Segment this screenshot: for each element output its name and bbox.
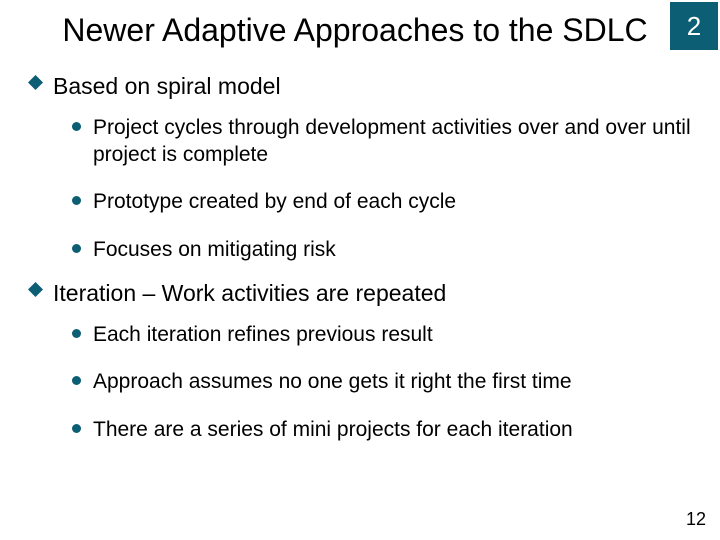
list-item-text: There are a series of mini projects for … <box>93 416 573 443</box>
content: Based on spiral model Project cycles thr… <box>0 58 720 443</box>
dot-bullet-icon <box>72 329 81 338</box>
chapter-badge: 2 <box>670 2 718 50</box>
list-item: Focuses on mitigating risk <box>72 236 692 263</box>
chapter-badge-text: 2 <box>687 11 701 42</box>
diamond-bullet-icon <box>28 75 43 90</box>
list-item: There are a series of mini projects for … <box>72 416 692 443</box>
list-item-text: Each iteration refines previous result <box>93 321 433 348</box>
list-item: Prototype created by end of each cycle <box>72 188 692 215</box>
list-item-text: Prototype created by end of each cycle <box>93 188 456 215</box>
list-item-text: Focuses on mitigating risk <box>93 236 336 263</box>
slide-title: Newer Adaptive Approaches to the SDLC <box>0 0 670 58</box>
sublist: Project cycles through development activ… <box>72 114 692 263</box>
dot-bullet-icon <box>72 122 81 131</box>
header: Newer Adaptive Approaches to the SDLC 2 <box>0 0 720 58</box>
dot-bullet-icon <box>72 244 81 253</box>
slide: Newer Adaptive Approaches to the SDLC 2 … <box>0 0 720 540</box>
list-item: Based on spiral model <box>28 72 692 102</box>
list-item: Approach assumes no one gets it right th… <box>72 368 692 395</box>
sublist: Each iteration refines previous result A… <box>72 321 692 443</box>
list-item-text: Based on spiral model <box>53 72 281 102</box>
list-item-text: Iteration – Work activities are repeated <box>53 279 446 309</box>
page-number: 12 <box>686 509 706 530</box>
diamond-bullet-icon <box>28 282 43 297</box>
dot-bullet-icon <box>72 196 81 205</box>
dot-bullet-icon <box>72 376 81 385</box>
list-item: Each iteration refines previous result <box>72 321 692 348</box>
list-item-text: Project cycles through development activ… <box>93 114 692 169</box>
list-item: Iteration – Work activities are repeated <box>28 279 692 309</box>
list-item-text: Approach assumes no one gets it right th… <box>93 368 572 395</box>
dot-bullet-icon <box>72 424 81 433</box>
list-item: Project cycles through development activ… <box>72 114 692 169</box>
